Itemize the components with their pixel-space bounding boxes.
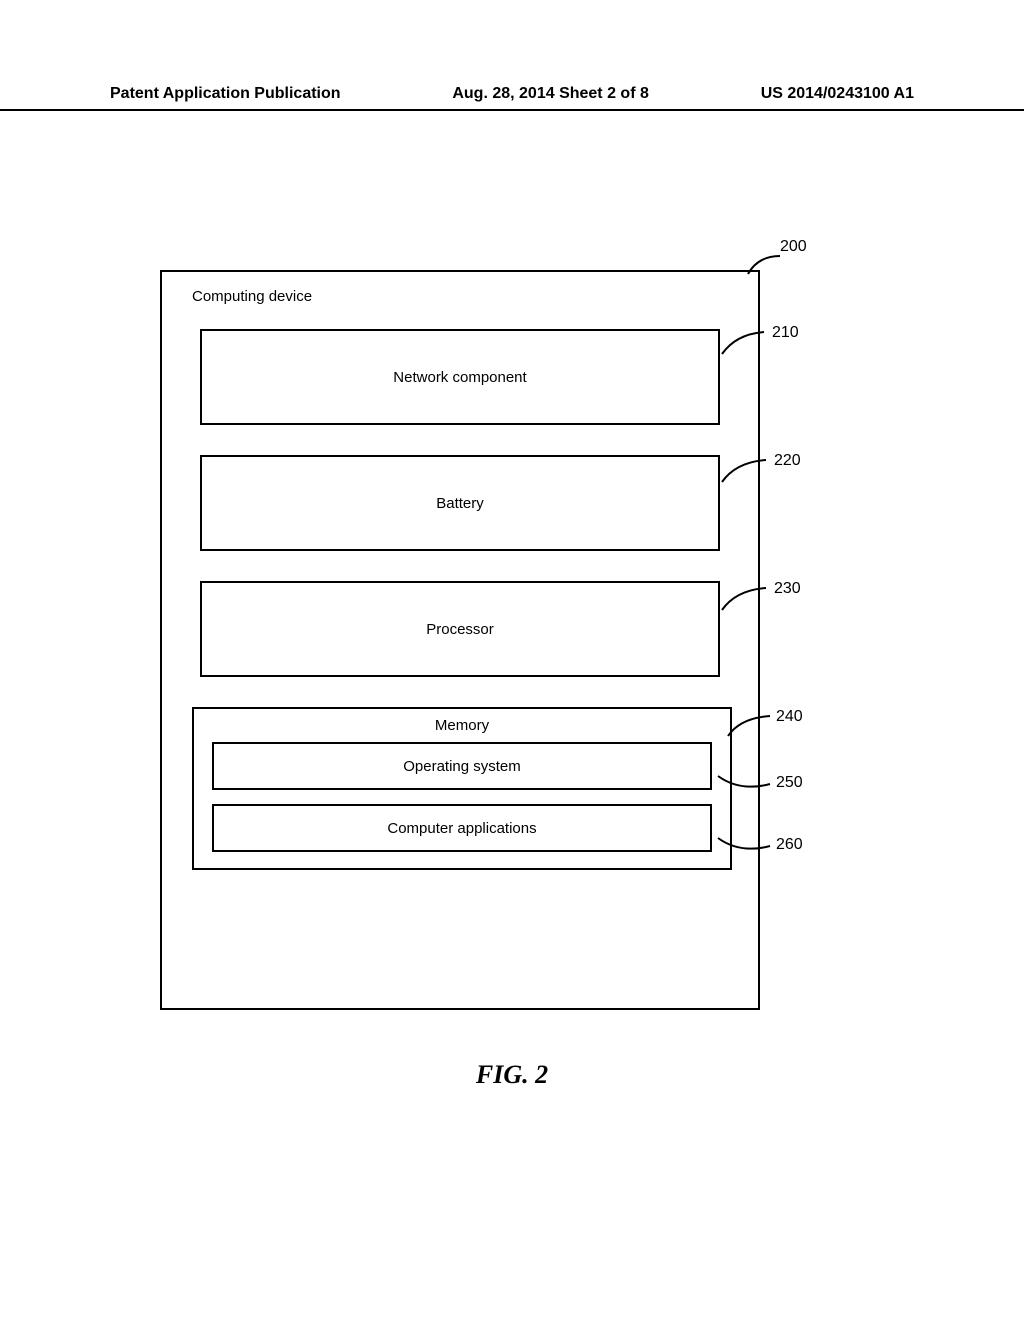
battery-box: Battery (200, 455, 720, 551)
page-header: Patent Application Publication Aug. 28, … (0, 85, 1024, 111)
memory-box: Memory Operating system Computer applica… (192, 707, 732, 870)
figure-2-diagram: 200 Computing device Network component B… (160, 270, 760, 1010)
figure-caption: FIG. 2 (0, 1060, 1024, 1090)
processor-box: Processor (200, 581, 720, 677)
battery-label: Battery (436, 495, 484, 512)
network-component-label: Network component (393, 369, 526, 386)
header-left: Patent Application Publication (110, 85, 341, 103)
header-right: US 2014/0243100 A1 (761, 85, 914, 103)
network-component-box: Network component (200, 329, 720, 425)
ref-200: 200 (780, 238, 807, 256)
processor-label: Processor (426, 621, 494, 638)
operating-system-label: Operating system (403, 758, 521, 775)
ref-260: 260 (776, 836, 803, 854)
ref-220: 220 (774, 452, 801, 470)
ref-210: 210 (772, 324, 799, 342)
header-center: Aug. 28, 2014 Sheet 2 of 8 (452, 85, 649, 103)
ref-230: 230 (774, 580, 801, 598)
memory-label: Memory (204, 717, 720, 734)
ref-240: 240 (776, 708, 803, 726)
operating-system-box: Operating system (212, 742, 712, 790)
computer-applications-box: Computer applications (212, 804, 712, 852)
ref-250: 250 (776, 774, 803, 792)
computer-applications-label: Computer applications (387, 820, 536, 837)
computing-device-box: Computing device Network component Batte… (160, 270, 760, 1010)
computing-device-label: Computing device (192, 288, 728, 305)
